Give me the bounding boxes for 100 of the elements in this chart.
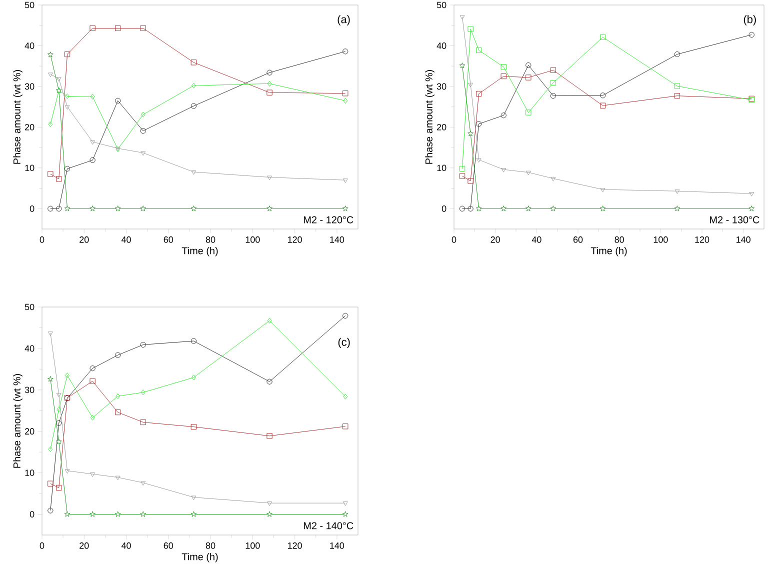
point <box>266 433 272 439</box>
y-tick-label: 30 <box>24 83 34 90</box>
x-tick-label: 20 <box>80 236 89 243</box>
point <box>90 25 96 32</box>
point <box>476 158 482 163</box>
point <box>140 128 146 134</box>
y-tick-label: 0 <box>30 205 34 212</box>
y-tick-label: 30 <box>24 386 34 394</box>
point <box>525 206 532 212</box>
point <box>600 92 606 98</box>
point <box>48 206 54 212</box>
y-tick-label: 40 <box>24 42 34 49</box>
y-tick-label: 0 <box>442 205 446 212</box>
annotation: M2 - 130°C <box>710 216 760 224</box>
point <box>56 77 62 82</box>
x-tick-label: 80 <box>206 236 216 243</box>
point <box>191 170 196 175</box>
point <box>501 168 506 172</box>
point <box>266 70 272 76</box>
y-tick-label: 20 <box>25 124 34 130</box>
x-tick-label: 120 <box>288 236 302 243</box>
point <box>500 112 506 118</box>
point <box>56 176 62 182</box>
point <box>115 476 120 480</box>
point <box>64 511 70 517</box>
point <box>56 484 62 491</box>
point <box>48 446 53 452</box>
x-tick-label: 80 <box>614 236 624 243</box>
point <box>90 511 96 517</box>
point <box>48 332 53 336</box>
annotation: (a) <box>338 15 350 26</box>
y-tick-label: 30 <box>436 83 446 90</box>
point <box>140 112 146 118</box>
y-tick-label: 50 <box>24 304 34 310</box>
point <box>190 103 197 109</box>
x-tick-label: 40 <box>532 236 542 243</box>
x-tick-label: 20 <box>490 236 500 243</box>
point <box>342 424 348 430</box>
x-tick-label: 60 <box>573 236 583 243</box>
point <box>266 90 272 96</box>
point <box>115 352 121 358</box>
point <box>140 511 146 517</box>
x-tick-label: 140 <box>330 542 344 549</box>
point <box>90 206 96 212</box>
point <box>190 206 197 212</box>
point <box>48 480 54 486</box>
x-tick-label: 140 <box>330 236 344 243</box>
x-tick-label: 40 <box>121 542 131 549</box>
point <box>191 374 196 380</box>
point <box>476 47 482 54</box>
point <box>56 406 62 412</box>
point <box>90 94 95 100</box>
x-tick-label: 100 <box>246 542 260 549</box>
y-axis-title: Phase amount (wt %) <box>13 70 22 164</box>
x-tick-label: 100 <box>654 236 668 243</box>
point <box>116 393 120 399</box>
y-tick-label: 20 <box>25 428 34 435</box>
point <box>90 140 96 145</box>
point <box>64 469 70 474</box>
point <box>476 90 482 97</box>
point <box>140 390 146 396</box>
point <box>550 67 556 73</box>
point <box>267 502 272 506</box>
point <box>500 64 506 70</box>
x-tick-label: 0 <box>452 236 456 243</box>
annotation: (c) <box>338 338 350 348</box>
point <box>674 83 680 89</box>
x-tick-label: 60 <box>164 236 174 243</box>
point <box>64 206 70 212</box>
point <box>526 74 532 80</box>
point <box>191 82 196 88</box>
annotation: M2 - 120°C <box>304 216 354 224</box>
point <box>459 166 466 172</box>
point <box>550 176 556 182</box>
x-tick-label: 140 <box>736 236 750 243</box>
point <box>48 171 54 177</box>
y-tick-label: 10 <box>437 164 446 172</box>
point <box>90 157 96 164</box>
point <box>342 502 348 506</box>
point <box>343 98 348 104</box>
point <box>191 496 196 500</box>
point <box>342 48 348 54</box>
point <box>90 378 96 384</box>
point <box>550 206 556 212</box>
point <box>342 511 348 517</box>
point <box>674 51 680 58</box>
point <box>342 206 348 212</box>
point <box>748 206 755 212</box>
point <box>550 92 556 99</box>
point <box>526 110 532 116</box>
x-tick-label: 100 <box>246 236 260 243</box>
point <box>190 60 197 66</box>
point <box>140 206 146 212</box>
point <box>342 312 348 319</box>
point <box>47 52 54 58</box>
point <box>674 92 680 99</box>
y-tick-label: 40 <box>24 345 34 352</box>
point <box>460 15 465 20</box>
x-tick-label: 120 <box>695 236 710 243</box>
point <box>600 188 606 192</box>
